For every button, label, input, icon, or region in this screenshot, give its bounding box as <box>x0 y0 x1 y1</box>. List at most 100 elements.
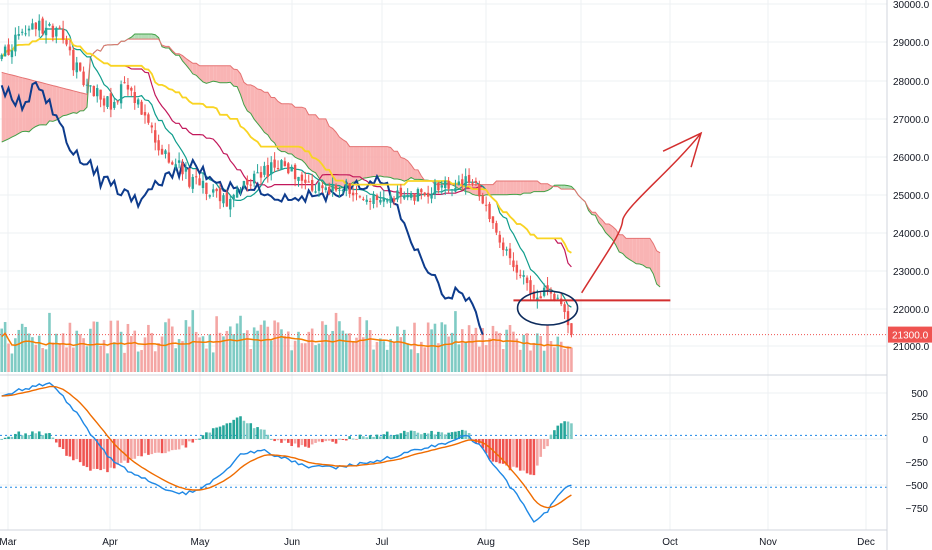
volume-bar <box>34 344 38 372</box>
candle-body <box>229 198 232 210</box>
cloud-segment-bearish <box>318 118 323 183</box>
candle-body <box>362 198 365 200</box>
cloud-segment-bearish <box>513 181 517 195</box>
candle-body <box>430 194 433 199</box>
volume-bar <box>457 344 461 372</box>
highlight-ellipse[interactable] <box>516 290 579 326</box>
cloud-segment-bearish <box>346 141 350 188</box>
cloud-segment-bearish <box>206 65 210 84</box>
candle-body <box>191 176 194 189</box>
candle-body <box>484 204 488 206</box>
macd-histogram-bar <box>512 439 515 467</box>
candle-body <box>14 34 17 52</box>
cloud-segment-bearish <box>291 103 296 158</box>
candle-body <box>474 180 478 183</box>
macd-histogram-bar <box>341 439 345 440</box>
candle-body <box>406 195 409 198</box>
volume-bar <box>365 320 369 372</box>
volume-bar <box>263 320 266 372</box>
projection-arrow[interactable] <box>581 132 702 294</box>
macd-histogram-bar <box>559 423 563 439</box>
cloud-segment-bearish <box>489 184 493 195</box>
candle-body <box>266 165 269 177</box>
cloud-segment-bearish <box>400 157 405 182</box>
volume-bar <box>416 353 420 372</box>
candle-body <box>293 164 297 180</box>
volume-bar <box>95 321 99 372</box>
macd-histogram-bar <box>72 439 75 461</box>
candle-body <box>215 188 218 192</box>
price-tick-label: 29000.0 <box>893 38 930 49</box>
macd-histogram-bar <box>263 429 266 439</box>
volume-bar <box>133 330 137 372</box>
cloud-segment-bearish <box>649 238 654 274</box>
volume-bar <box>112 342 116 372</box>
candle-body <box>7 44 10 56</box>
projection-arrow-head[interactable] <box>662 131 703 168</box>
macd-histogram-bar <box>177 439 181 450</box>
cloud-segment-bearish <box>39 82 43 125</box>
cloud-segment-bearish <box>199 65 203 82</box>
cloud-segment-bearish <box>540 183 545 192</box>
cloud-segment-bearish <box>254 86 258 124</box>
cloud-segment-bearish <box>11 75 16 138</box>
cloud-segment-bearish <box>192 63 197 76</box>
macd-histogram-bar <box>164 439 167 454</box>
cloud-segment-bearish <box>25 78 29 132</box>
macd-histogram-bar <box>420 434 423 439</box>
volume-bar <box>51 342 55 372</box>
candle-body <box>31 23 34 30</box>
volume-bar <box>433 323 437 372</box>
candle-body <box>450 189 454 191</box>
candle-body <box>123 82 126 84</box>
volume-bar <box>372 349 375 372</box>
volume-bar <box>495 331 498 372</box>
volume-bar <box>181 341 184 372</box>
volume-bar <box>215 316 218 372</box>
macd-histogram-bar <box>409 430 413 439</box>
candle-body <box>239 189 242 191</box>
volume-bar <box>54 333 58 372</box>
candle-body <box>17 34 20 36</box>
macd-histogram-bar <box>48 433 51 439</box>
cloud-segment-bullish <box>561 185 565 190</box>
macd-histogram-bar <box>266 434 270 439</box>
cloud-segment-bearish <box>523 181 528 194</box>
candle-body <box>27 28 31 31</box>
cloud-segment-bearish <box>492 181 497 195</box>
candle-body <box>133 92 136 104</box>
volume-bar <box>389 338 392 372</box>
volume-bar <box>515 338 519 372</box>
candle-body <box>375 195 379 201</box>
candle-body <box>75 62 78 73</box>
cloud-segment-bearish <box>264 92 268 135</box>
volume-bar <box>358 316 362 372</box>
volume-bar <box>126 323 130 372</box>
volume-bar <box>92 321 96 372</box>
volume-bar <box>167 318 171 372</box>
cloud-segment-bearish <box>510 181 514 195</box>
candle-body <box>72 49 75 71</box>
candle-body <box>34 22 38 30</box>
volume-bar <box>259 324 263 372</box>
candle-body <box>498 234 501 243</box>
volume-bar <box>542 350 546 372</box>
macd-histogram-bar <box>208 432 212 439</box>
time-tick-label: Jun <box>284 537 300 548</box>
cloud-segment-bullish <box>134 34 139 40</box>
candle-body <box>41 18 44 34</box>
macd-histogram-bar <box>368 435 372 439</box>
cloud-segment-bullish <box>144 34 149 40</box>
volume-bar <box>443 324 447 372</box>
candle-body <box>273 159 276 168</box>
volume-bar <box>78 334 82 372</box>
cloud-segment-bearish <box>506 181 511 195</box>
volume-bar <box>235 323 239 372</box>
cloud-segment-bearish <box>342 139 347 188</box>
signal-line <box>1 385 572 509</box>
candle-body <box>454 187 457 192</box>
volume-bar <box>334 312 338 372</box>
user-drawings[interactable] <box>0 131 887 336</box>
volume-bar <box>570 347 573 372</box>
cloud-segment-bearish <box>250 84 255 120</box>
